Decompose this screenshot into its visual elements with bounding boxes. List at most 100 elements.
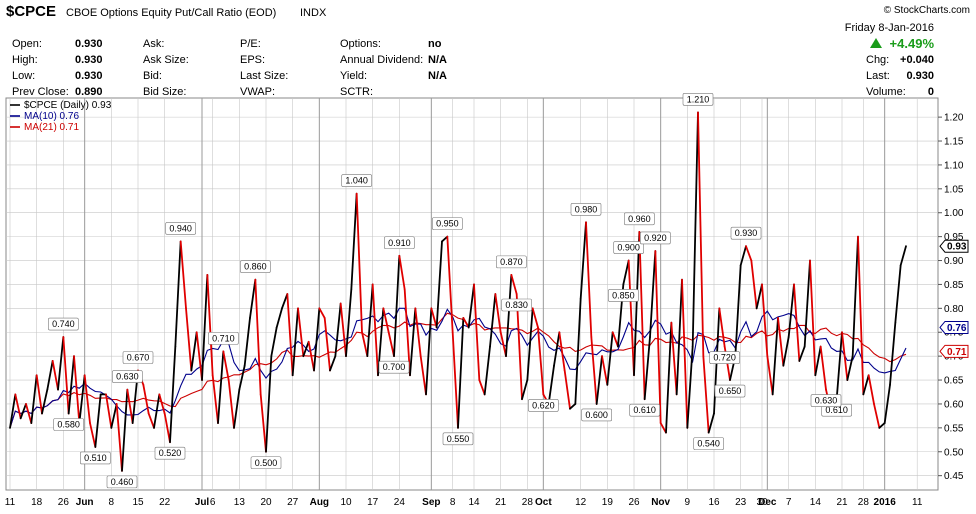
price-segment: [83, 374, 91, 424]
price-segment: [361, 331, 369, 358]
price-segment: [579, 221, 587, 300]
x-tick-label: 21: [495, 497, 507, 508]
price-segment: [409, 307, 417, 377]
right-stat-value: 0: [928, 86, 934, 98]
price-segment: [291, 307, 299, 377]
price-segment: [601, 355, 609, 386]
annotation-box: [384, 236, 415, 250]
y-tick-label: 0.50: [944, 447, 964, 458]
stat-label: P/E:: [240, 38, 261, 50]
stat-label: VWAP:: [240, 86, 275, 98]
price-segment: [121, 388, 129, 472]
price-segment: [62, 336, 70, 415]
x-tick-label: 6: [210, 497, 216, 508]
price-segment: [435, 240, 443, 329]
price-segment: [857, 235, 865, 396]
date-label: Friday 8-Jan-2016: [845, 22, 934, 34]
stat-label: Bid:: [143, 70, 162, 82]
annotation-label: 0.950: [436, 219, 459, 229]
annotation-label: 0.980: [575, 204, 598, 214]
annotation-box: [624, 212, 655, 226]
price-segment: [894, 264, 902, 324]
annotation-label: 0.580: [57, 420, 80, 430]
price-segment: [659, 422, 667, 434]
price-segment: [755, 283, 763, 310]
price-segment: [281, 293, 289, 310]
price-segment: [190, 331, 198, 372]
price-segment: [425, 307, 433, 396]
x-tick-label: 26: [58, 497, 70, 508]
annotation-box: [608, 289, 639, 302]
annotation-box: [629, 403, 660, 417]
price-segment: [307, 340, 315, 372]
price-segment: [195, 331, 203, 381]
x-tick-label: Oct: [535, 497, 552, 508]
price-segment: [638, 230, 646, 401]
annotation-label: 0.900: [617, 243, 640, 253]
x-tick-label: 17: [367, 497, 379, 508]
price-segment: [259, 393, 267, 453]
price-segment: [563, 369, 571, 410]
price-segment: [115, 403, 123, 472]
x-tick-label: 26: [628, 497, 640, 508]
annotation-box: [682, 93, 714, 106]
x-tick-label: Nov: [651, 497, 670, 508]
price-segment: [323, 317, 331, 372]
annotation-box: [165, 222, 196, 235]
price-segment: [334, 302, 342, 358]
price-segment: [718, 307, 726, 348]
price-segment: [227, 379, 235, 429]
x-tick-label: 30: [756, 497, 768, 508]
annotation-label: 0.860: [244, 262, 267, 272]
annotation-label: 0.620: [532, 400, 555, 410]
price-segment: [654, 250, 662, 424]
stat-value: 0.930: [75, 70, 103, 82]
annotation-label: 0.610: [825, 405, 848, 415]
price-segment: [553, 331, 561, 367]
price-segment: [505, 273, 513, 358]
price-segment: [766, 355, 774, 396]
price-segment: [478, 379, 486, 396]
y-tick-label: 1.15: [944, 137, 964, 148]
last-value-tag: [939, 320, 969, 334]
annotation-box: [80, 451, 111, 465]
price-segment: [51, 360, 59, 391]
price-segment: [862, 374, 870, 396]
y-tick-label: 0.60: [944, 399, 964, 410]
legend-entry: MA(10) 0.76: [24, 111, 79, 122]
right-stat-label: Chg:: [866, 54, 889, 66]
price-segment: [110, 403, 118, 429]
x-tick-label: Jun: [76, 497, 94, 508]
price-segment: [777, 317, 785, 367]
annotation-box: [432, 217, 463, 230]
ma21-line: [9, 312, 907, 429]
x-tick-label: Dec: [758, 497, 777, 508]
price-segment: [489, 293, 497, 348]
last-value-label: 0.71: [947, 347, 967, 358]
price-segment: [702, 355, 710, 434]
y-tick-label: 1.05: [944, 184, 964, 195]
price-segment: [89, 422, 97, 448]
annotation-box: [570, 202, 602, 216]
x-tick-label: 11: [5, 497, 16, 508]
x-tick-label: 20: [260, 497, 272, 508]
price-segment: [734, 264, 742, 358]
price-segment: [211, 374, 219, 424]
price-segment: [217, 350, 225, 424]
annotation-label: 0.630: [815, 396, 838, 406]
price-segment: [147, 412, 155, 429]
price-segment: [366, 283, 374, 358]
annotation-box: [693, 437, 724, 450]
price-segment: [382, 307, 390, 334]
annotation-label: 0.720: [713, 353, 736, 363]
annotation-label: 0.610: [633, 405, 656, 415]
up-arrow-icon: [870, 38, 882, 48]
price-segment: [339, 302, 347, 358]
stat-value: no: [428, 38, 442, 50]
stat-value: 0.930: [75, 38, 103, 50]
annotation-label: 1.210: [687, 94, 710, 104]
y-tick-label: 0.65: [944, 376, 964, 387]
price-segment: [889, 321, 897, 386]
last-value-tag: [939, 239, 969, 253]
